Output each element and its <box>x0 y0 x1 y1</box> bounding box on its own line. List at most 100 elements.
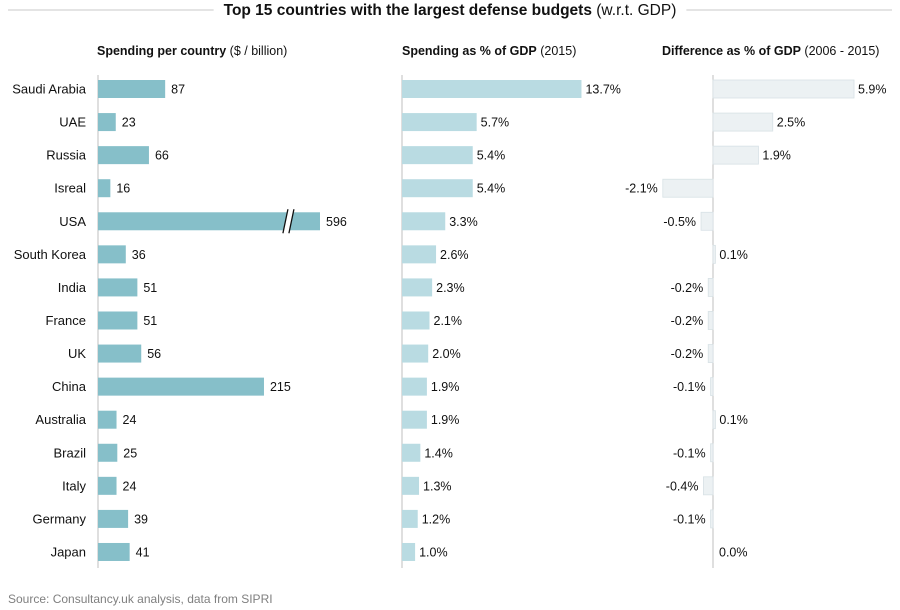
spending-value-label: 51 <box>143 314 157 328</box>
country-label: Italy <box>62 478 86 493</box>
gdp-value-label: 1.9% <box>431 413 460 427</box>
diff-value-label: 1.9% <box>762 149 791 163</box>
gdp-value-label: 5.7% <box>481 116 510 130</box>
spending-bar <box>98 113 116 132</box>
gdp-bar <box>402 509 418 528</box>
diff-value-label: -0.1% <box>673 380 706 394</box>
diff-panel-title-bold: Difference as % of GDP <box>662 44 801 58</box>
country-label: USA <box>59 214 86 229</box>
country-label: China <box>52 379 87 394</box>
spending-value-label: 56 <box>147 347 161 361</box>
diff-value-label: -0.1% <box>673 512 706 526</box>
diff-value-label: -0.4% <box>666 479 699 493</box>
gdp-value-label: 2.0% <box>432 347 461 361</box>
country-label: UAE <box>59 115 86 130</box>
spending-value-label: 24 <box>123 413 137 427</box>
spending-panel-title-bold: Spending per country <box>97 44 226 58</box>
diff-bar <box>712 244 716 264</box>
gdp-value-label: 1.3% <box>423 479 452 493</box>
spending-value-label: 596 <box>326 215 347 229</box>
gdp-bar <box>402 245 437 264</box>
spending-value-label: 51 <box>143 281 157 295</box>
diff-value-label: -0.2% <box>671 347 704 361</box>
chart-title-bold: Top 15 countries with the largest defens… <box>224 2 592 19</box>
gdp-bar <box>402 179 473 198</box>
gdp-bar <box>402 212 446 231</box>
country-label: France <box>46 313 86 328</box>
country-label: Russia <box>46 148 87 163</box>
spending-bar <box>98 80 166 98</box>
gdp-bar <box>402 476 420 495</box>
spending-value-label: 23 <box>122 116 136 130</box>
gdp-value-label: 1.9% <box>431 380 460 394</box>
diff-value-label: -0.2% <box>671 314 704 328</box>
gdp-value-label: 5.4% <box>477 182 506 196</box>
gdp-panel-title-unit: (2015) <box>537 44 577 58</box>
axis-break-slash <box>288 209 295 234</box>
spending-bar <box>98 146 149 165</box>
gdp-value-label: 2.3% <box>436 281 465 295</box>
gdp-bar <box>402 278 433 297</box>
country-label: Germany <box>33 511 87 526</box>
gdp-value-label: 1.2% <box>422 512 451 526</box>
gdp-value-label: 2.1% <box>434 314 463 328</box>
gdp-value-label: 1.4% <box>424 446 453 460</box>
diff-bar <box>700 211 714 231</box>
country-label: India <box>58 280 87 295</box>
chart-title: Top 15 countries with the largest defens… <box>224 2 677 19</box>
diff-bar <box>712 112 774 132</box>
axis-break-gap <box>282 209 294 234</box>
gdp-bar <box>402 80 582 98</box>
spending-value-label: 66 <box>155 149 169 163</box>
gdp-panel-title-bold: Spending as % of GDP <box>402 44 537 58</box>
gdp-bar <box>402 344 429 363</box>
spending-panel-title-unit: ($ / billion) <box>226 44 287 58</box>
spending-panel-title: Spending per country ($ / billion) <box>97 44 287 58</box>
gdp-value-label: 2.6% <box>440 248 469 262</box>
diff-bar <box>703 476 714 496</box>
diff-value-label: 0.1% <box>719 413 748 427</box>
chart-title-group: Top 15 countries with the largest defens… <box>8 2 892 19</box>
gdp-bar <box>402 311 430 330</box>
gdp-bar <box>402 410 427 429</box>
spending-bar <box>98 311 138 330</box>
country-label: Isreal <box>54 181 86 196</box>
spending-bar <box>98 509 129 528</box>
diff-value-label: -0.1% <box>673 446 706 460</box>
gdp-value-label: 13.7% <box>585 83 620 97</box>
spending-bar <box>98 410 117 429</box>
diff-bar <box>710 443 714 463</box>
gdp-bar <box>402 113 477 132</box>
diff-value-label: 0.0% <box>719 545 748 559</box>
diff-value-label: 2.5% <box>777 116 806 130</box>
spending-value-label: 39 <box>134 512 148 526</box>
spending-bar <box>98 542 130 561</box>
diff-bar <box>712 410 716 430</box>
source-note: Source: Consultancy.uk analysis, data fr… <box>8 592 273 606</box>
diff-bar <box>710 509 714 529</box>
diff-value-label: -0.5% <box>663 215 696 229</box>
spending-bar <box>98 476 117 495</box>
spending-value-label: 41 <box>136 545 150 559</box>
spending-bar <box>98 245 126 264</box>
diff-bar <box>710 377 714 397</box>
country-label: Australia <box>35 412 86 427</box>
country-label: UK <box>68 346 86 361</box>
diff-bar <box>707 311 714 330</box>
gdp-value-label: 1.0% <box>419 545 448 559</box>
gdp-bar <box>402 443 421 462</box>
spending-bar <box>98 344 142 363</box>
spending-value-label: 16 <box>116 182 130 196</box>
diff-bar <box>712 145 759 165</box>
diff-bar <box>712 79 855 99</box>
spending-bar <box>98 278 138 297</box>
spending-value-label: 25 <box>123 446 137 460</box>
spending-bar <box>98 179 111 198</box>
gdp-bar <box>402 542 416 561</box>
chart-marks: Saudi Arabia UAE Russia Isreal USA South Kore… <box>12 75 887 568</box>
spending-bar <box>98 377 264 396</box>
spending-value-label: 24 <box>123 479 137 493</box>
diff-value-label: 5.9% <box>858 83 887 97</box>
gdp-panel-title: Spending as % of GDP (2015) <box>402 44 576 58</box>
